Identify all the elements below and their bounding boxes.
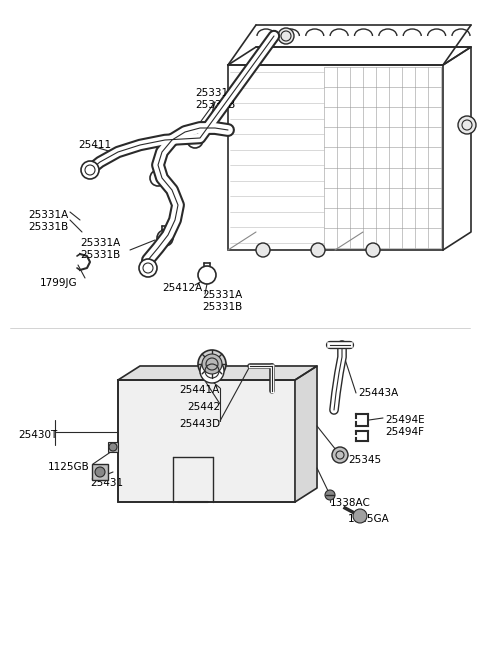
Circle shape [353,509,367,523]
Circle shape [81,161,99,179]
Text: 25412A: 25412A [162,283,202,293]
Text: 25331A
25331B: 25331A 25331B [195,88,235,109]
Circle shape [202,354,222,374]
Circle shape [198,350,226,378]
Text: 25441A: 25441A [180,385,220,395]
Text: 25331A
25331B: 25331A 25331B [80,238,120,259]
Polygon shape [118,366,317,380]
Circle shape [278,28,294,44]
Text: 25443A: 25443A [358,388,398,398]
Circle shape [325,490,335,500]
Text: 25331A
25331B: 25331A 25331B [202,290,242,312]
Circle shape [366,243,380,257]
Bar [228,65,443,250]
Circle shape [109,443,117,451]
Circle shape [198,266,216,284]
Bar [118,380,295,502]
Circle shape [332,447,348,463]
Circle shape [95,467,105,477]
Text: 1338AC: 1338AC [330,498,371,508]
Text: 25431: 25431 [90,478,123,488]
Text: 25443D: 25443D [179,419,220,429]
Text: 1125GA: 1125GA [348,514,390,524]
Circle shape [311,243,325,257]
Circle shape [200,359,224,383]
Text: 25430T: 25430T [18,430,57,440]
Text: 25442: 25442 [187,402,220,412]
Circle shape [139,259,157,277]
Text: 1125GB: 1125GB [48,462,90,472]
Circle shape [458,116,476,134]
Bar [92,464,108,480]
Bar [108,442,118,452]
Text: 25331A
25331B: 25331A 25331B [28,210,68,232]
Polygon shape [295,366,317,502]
Text: 25411: 25411 [78,140,111,150]
Text: 25345: 25345 [348,455,381,465]
Circle shape [256,243,270,257]
Text: 25494E
25494F: 25494E 25494F [385,415,425,437]
Text: 1799JG: 1799JG [40,278,78,288]
Bar [118,380,295,502]
